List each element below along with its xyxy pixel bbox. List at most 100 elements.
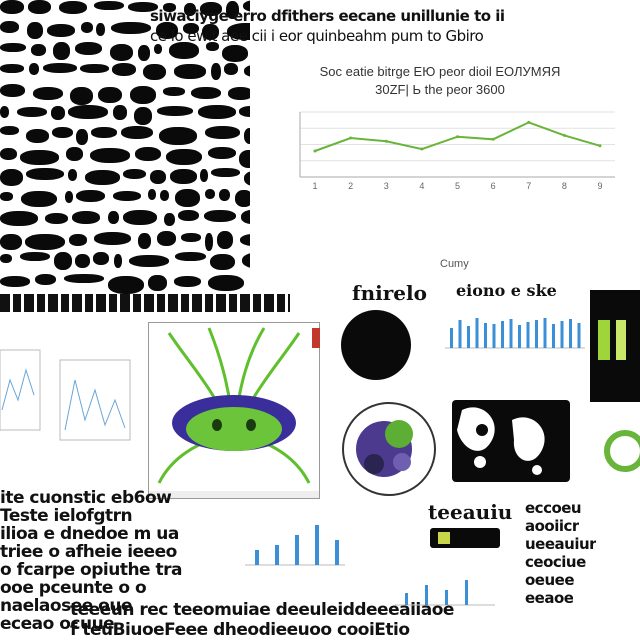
blob — [191, 87, 221, 99]
bar — [475, 318, 479, 348]
blob — [178, 210, 199, 221]
blob — [51, 106, 65, 120]
blob — [0, 169, 23, 186]
blob — [21, 191, 57, 207]
data-point — [349, 136, 353, 140]
blob — [76, 190, 105, 202]
left-text-line: ooe pceunte o o — [0, 579, 147, 597]
x-tick-label: 2 — [348, 181, 353, 191]
blob — [200, 2, 222, 16]
bar-chart-right-plot — [445, 318, 585, 349]
blob — [47, 24, 75, 37]
blob — [224, 63, 238, 75]
label-bottom-small: teeauiu — [428, 500, 513, 524]
blob — [244, 65, 250, 77]
illustration-panel — [148, 322, 320, 499]
data-point — [562, 133, 566, 137]
header-text: siwaciyge erro dfithers eecane unillunie… — [150, 0, 640, 52]
x-tick-label: 6 — [491, 181, 496, 191]
blob — [205, 189, 215, 199]
bar — [509, 319, 513, 348]
blob — [27, 22, 43, 39]
data-point — [598, 144, 602, 148]
right-text-line: ueeauiur — [525, 535, 597, 553]
blob — [54, 252, 72, 270]
blob — [235, 190, 250, 207]
blob — [159, 127, 197, 145]
blob — [108, 276, 144, 294]
blob — [53, 42, 70, 60]
blob — [94, 1, 124, 10]
green-bar-2 — [616, 320, 626, 360]
blob — [130, 86, 156, 104]
x-tick-label: 9 — [597, 181, 602, 191]
bar — [526, 322, 530, 348]
blob — [163, 87, 185, 96]
blob — [17, 107, 47, 117]
mini-chart-left-plot — [0, 349, 131, 441]
blob — [121, 126, 153, 139]
blob — [208, 275, 244, 291]
blob — [217, 231, 233, 249]
blob — [166, 149, 202, 165]
blob — [66, 147, 83, 161]
blotch-art — [457, 407, 545, 475]
left-text-line: Teste ielofgtrn — [0, 507, 133, 525]
x-tick-label: 4 — [419, 181, 424, 191]
blob — [20, 150, 59, 165]
blob — [112, 63, 136, 76]
blob — [129, 255, 169, 267]
x-tick-label: 1 — [312, 181, 317, 191]
blob — [183, 23, 199, 34]
blob — [241, 210, 250, 224]
blob — [72, 211, 100, 224]
blob — [76, 129, 88, 145]
blob — [175, 189, 200, 207]
blob — [239, 150, 250, 168]
blob — [160, 190, 169, 201]
blob — [0, 84, 25, 97]
bar — [450, 328, 453, 348]
red-marker — [312, 328, 320, 348]
right-text-line: ceociue — [525, 553, 586, 571]
scribble-band — [0, 292, 290, 314]
blob — [93, 252, 109, 265]
blob — [0, 211, 38, 226]
mini-chart-left — [0, 340, 140, 460]
bar — [458, 320, 462, 348]
blob — [157, 231, 176, 246]
chart-caption: Cumy — [440, 258, 469, 270]
blob — [0, 192, 13, 201]
blob — [138, 233, 151, 249]
blob — [156, 22, 178, 39]
bar — [484, 323, 487, 348]
blob — [0, 64, 24, 73]
blob — [52, 127, 73, 138]
blob — [45, 213, 68, 224]
blob — [222, 45, 248, 62]
data-point — [527, 120, 531, 124]
blob — [148, 189, 156, 200]
blob — [211, 168, 240, 177]
label-center-left: fnirelo — [352, 281, 427, 305]
left-text-line: o fcarpe opiuthe tra — [0, 561, 182, 579]
blob — [164, 213, 175, 226]
blob — [85, 170, 120, 185]
blob — [0, 43, 26, 52]
blob — [200, 169, 208, 182]
header-line-2: ce lo ewit aee cii i eor quinbeahm pum t… — [150, 28, 484, 44]
blob — [43, 63, 77, 73]
blob — [110, 44, 133, 61]
dark-panel-right — [590, 290, 640, 402]
bar — [552, 324, 555, 348]
blob — [134, 107, 152, 125]
data-point — [384, 139, 388, 143]
right-text-line: aooiicr — [525, 517, 579, 535]
plant-illustration — [149, 327, 319, 498]
blob — [0, 21, 19, 33]
mini-chart-bottom-1 — [235, 515, 350, 575]
blob — [123, 169, 146, 179]
blob — [96, 23, 105, 36]
scribble-band-fill — [0, 294, 290, 312]
blob — [198, 105, 236, 119]
